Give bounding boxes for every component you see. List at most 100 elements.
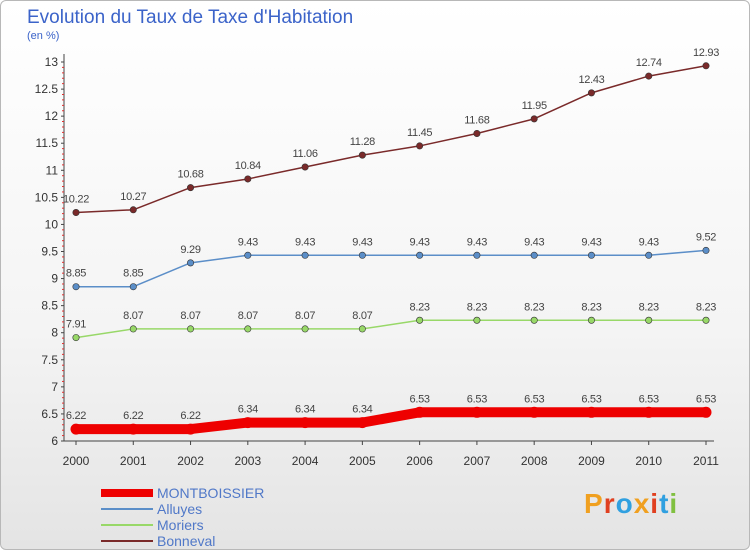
data-label: 8.85: [66, 268, 86, 280]
data-label: 6.34: [352, 404, 372, 416]
data-point: [129, 206, 137, 214]
data-label: 12.43: [578, 74, 604, 86]
data-label: 11.95: [522, 100, 547, 112]
data-point: [702, 62, 710, 70]
x-tick-label: 2005: [349, 454, 376, 468]
y-tick-label: 8: [51, 326, 58, 340]
data-point: [645, 316, 653, 324]
series-line-alluyes: [75, 249, 707, 288]
data-point: [643, 406, 655, 418]
y-tick-label: 11.5: [36, 136, 59, 150]
data-point: [356, 417, 368, 429]
data-point: [585, 406, 597, 418]
legend-swatch: [101, 524, 153, 526]
data-label: 12.74: [636, 57, 662, 69]
data-point: [645, 251, 653, 259]
data-label: 6.34: [238, 404, 258, 416]
data-point: [702, 316, 710, 324]
data-point: [587, 89, 595, 97]
data-point: [702, 246, 710, 254]
data-label: 6.22: [180, 410, 200, 422]
legend-label: MONTBOISSIER: [157, 485, 265, 501]
series-line-moriers: [75, 319, 707, 339]
data-label: 8.07: [238, 310, 258, 322]
data-point: [358, 151, 366, 159]
y-tick-label: 6.5: [41, 407, 58, 421]
data-point: [72, 209, 80, 217]
chart-legend: MONTBOISSIER Alluyes Moriers Bonneval: [101, 485, 321, 549]
legend-label: Moriers: [157, 517, 204, 533]
y-tick-label: 7.5: [41, 353, 58, 367]
data-label: 8.07: [180, 310, 200, 322]
x-tick-label: 2008: [521, 454, 548, 468]
data-label: 9.43: [238, 236, 258, 248]
legend-swatch: [101, 540, 153, 542]
legend-swatch: [101, 489, 153, 497]
data-point: [187, 259, 195, 267]
data-point: [645, 72, 653, 80]
chart-title: Evolution du Taux de Taxe d'Habitation: [27, 7, 354, 28]
x-tick-label: 2002: [177, 454, 204, 468]
data-point: [416, 316, 424, 324]
data-point: [358, 325, 366, 333]
data-label: 11.45: [407, 127, 432, 139]
y-tick-label: 7: [51, 380, 58, 394]
data-label: 6.53: [696, 393, 716, 405]
y-tick-label: 6: [51, 434, 58, 448]
data-label: 12.93: [693, 47, 719, 59]
data-point: [473, 251, 481, 259]
data-label: 6.53: [467, 393, 487, 405]
logo-letter: r: [603, 488, 616, 519]
series-line-montboissier: [71, 407, 711, 435]
data-point: [72, 283, 80, 291]
data-point: [244, 251, 252, 259]
data-label: 8.23: [524, 301, 544, 313]
legend-item: Alluyes: [101, 501, 321, 517]
data-point: [70, 423, 82, 435]
y-tick-label: 9: [51, 272, 58, 286]
data-point: [530, 251, 538, 259]
data-point: [587, 251, 595, 259]
y-tick-label: 9.5: [41, 245, 58, 259]
y-tick-label: 13: [45, 55, 59, 69]
data-point: [528, 406, 540, 418]
logo-letter: t: [659, 488, 670, 519]
data-label: 6.53: [581, 393, 601, 405]
data-point: [187, 325, 195, 333]
data-label: 9.29: [180, 244, 200, 256]
x-tick-label: 2001: [120, 454, 147, 468]
data-point: [72, 334, 80, 342]
data-label: 9.43: [467, 236, 487, 248]
data-point: [127, 423, 139, 435]
data-label: 11.06: [292, 148, 317, 160]
data-point: [473, 316, 481, 324]
data-label: 9.43: [639, 236, 659, 248]
data-label: 10.22: [63, 194, 89, 206]
data-point: [700, 406, 712, 418]
logo-letter: o: [615, 488, 634, 519]
y-tick-label: 12.5: [35, 82, 59, 96]
data-label: 8.23: [581, 301, 601, 313]
data-point: [244, 175, 252, 183]
data-label: 8.23: [467, 301, 487, 313]
data-point: [416, 142, 424, 150]
logo-letter: i: [669, 488, 679, 519]
data-point: [242, 417, 254, 429]
legend-item: Moriers: [101, 517, 321, 533]
data-label: 10.84: [235, 160, 261, 172]
data-label: 8.23: [696, 301, 716, 313]
data-label: 9.43: [410, 236, 430, 248]
data-label: 7.91: [66, 319, 86, 331]
data-label: 8.23: [639, 301, 659, 313]
x-tick-label: 2000: [63, 454, 90, 468]
data-label: 8.85: [123, 268, 143, 280]
data-point: [414, 406, 426, 418]
x-tick-label: 2006: [406, 454, 433, 468]
data-label: 6.34: [295, 404, 315, 416]
legend-label: Alluyes: [157, 501, 203, 517]
proxiti-logo: Proxiti: [584, 488, 678, 520]
data-label: 8.07: [295, 310, 315, 322]
data-point: [416, 251, 424, 259]
